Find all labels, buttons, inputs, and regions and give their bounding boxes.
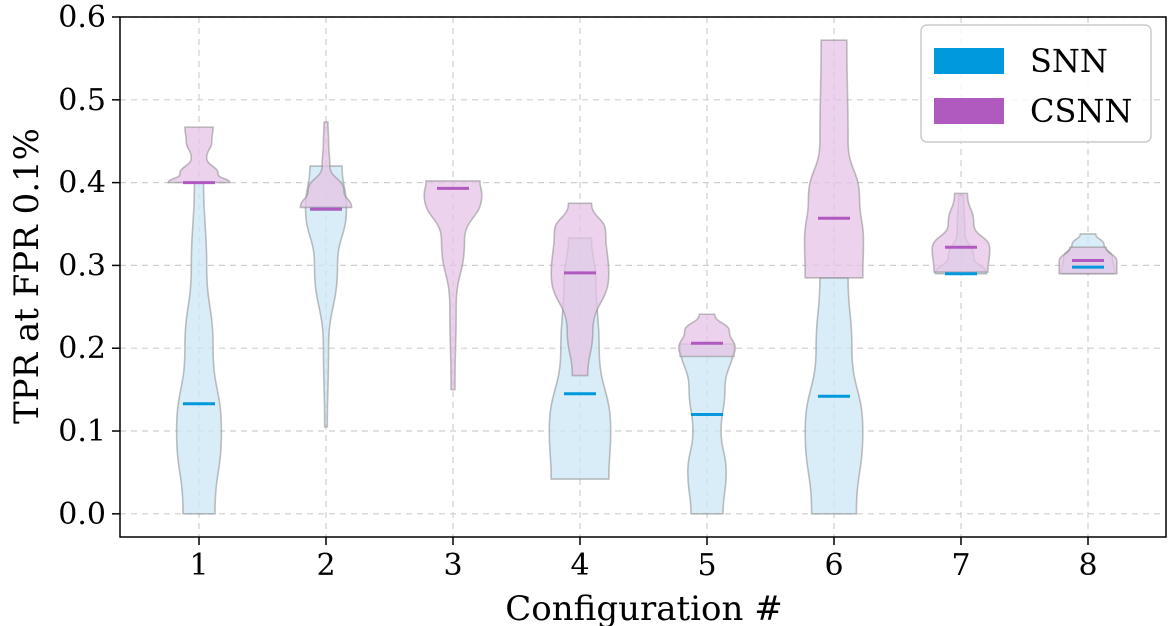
x-tick-label: 8 xyxy=(1078,548,1097,583)
violin-snn-config-1 xyxy=(175,181,223,515)
violin-csnn-config-3 xyxy=(423,180,483,391)
x-tick-label: 4 xyxy=(570,548,589,583)
legend-swatch-csnn xyxy=(934,98,1004,124)
legend-label-snn: SNN xyxy=(1030,42,1108,80)
violin-snn-config-5 xyxy=(679,343,735,515)
x-tick-label: 5 xyxy=(697,548,716,583)
x-tick-label: 6 xyxy=(824,548,843,583)
x-tick-label: 1 xyxy=(189,548,208,583)
y-tick-label: 0.2 xyxy=(58,331,106,366)
violin-csnn-config-1 xyxy=(167,126,231,184)
violins xyxy=(167,39,1118,515)
x-tick-label: 3 xyxy=(443,548,462,583)
y-tick-label: 0.4 xyxy=(58,166,106,201)
x-tick-label: 2 xyxy=(316,548,335,583)
y-tick-label: 0.1 xyxy=(58,414,106,449)
violin-csnn-config-4 xyxy=(550,202,610,377)
y-tick-label: 0.5 xyxy=(58,83,106,118)
violin-snn-config-2 xyxy=(304,165,348,428)
y-tick-label: 0.0 xyxy=(58,497,106,532)
x-tick-label: 7 xyxy=(951,548,970,583)
legend-swatch-snn xyxy=(934,48,1004,74)
y-tick-label: 0.6 xyxy=(58,0,106,35)
legend: SNN CSNN xyxy=(920,24,1152,143)
violin-csnn-config-2 xyxy=(299,121,353,209)
x-axis-label: Configuration # xyxy=(505,589,782,626)
legend-label-csnn: CSNN xyxy=(1030,92,1132,130)
violin-csnn-config-7 xyxy=(931,192,991,273)
axes: 0.0 0.1 0.2 0.3 0.4 0.5 0.6 1 2 3 4 5 6 7 8 xyxy=(58,0,1167,583)
y-axis-label: TPR at FPR 0.1% xyxy=(7,128,47,424)
violin-csnn-config-5 xyxy=(678,313,736,358)
violin-csnn-config-6 xyxy=(803,39,865,279)
plot-frame xyxy=(119,16,1167,538)
y-tick-label: 0.3 xyxy=(58,248,106,283)
